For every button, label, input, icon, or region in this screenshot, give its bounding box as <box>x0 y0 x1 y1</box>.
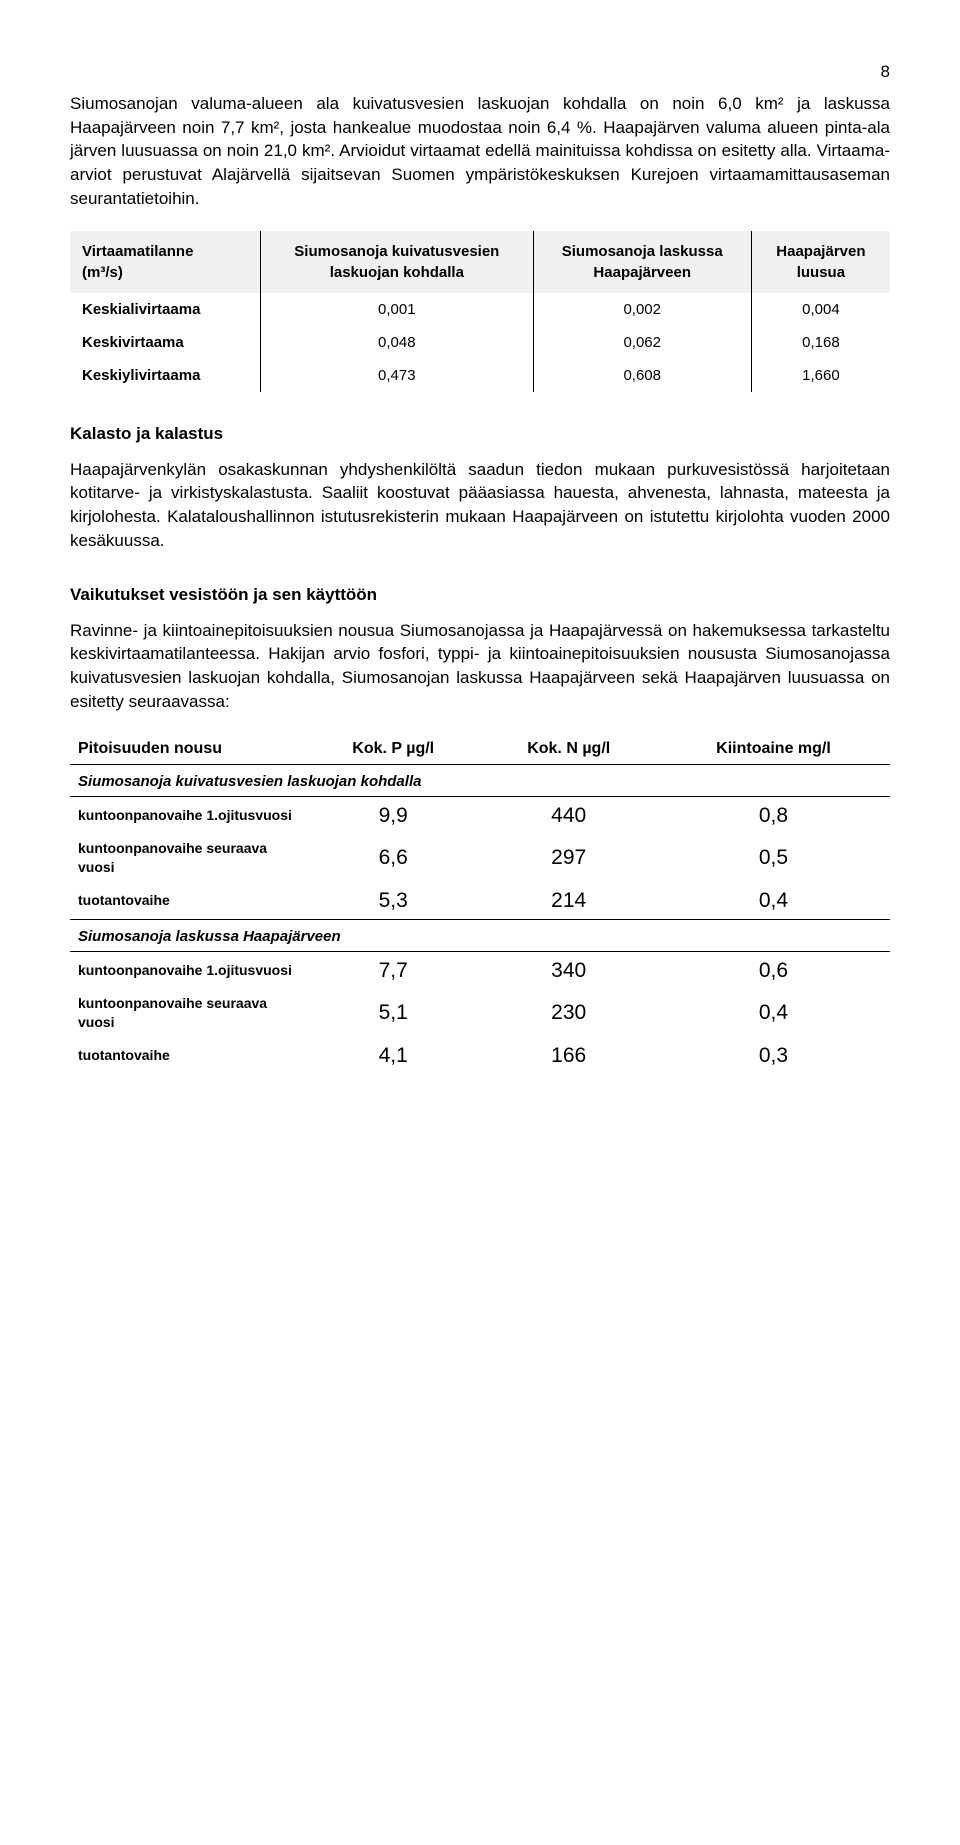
conc-section-2: Siumosanoja laskussa Haapajärveen <box>70 920 890 952</box>
conc-cell: 166 <box>480 1037 657 1074</box>
table-section-row: Siumosanoja laskussa Haapajärveen <box>70 920 890 952</box>
conc-cell: 0,4 <box>657 882 890 920</box>
flow-row-label: Keskivirtaama <box>70 326 261 359</box>
conc-cell: 7,7 <box>306 952 480 990</box>
flow-cell: 0,002 <box>533 293 751 326</box>
conc-cell: 0,5 <box>657 835 890 882</box>
table-row: kuntoonpanovaihe seuraava vuosi 5,1 230 … <box>70 990 890 1037</box>
heading-kalasto: Kalasto ja kalastus <box>70 422 890 446</box>
conc-cell: 440 <box>480 797 657 835</box>
conc-cell: 6,6 <box>306 835 480 882</box>
flow-header-state: Virtaamatilanne <box>82 241 252 262</box>
paragraph-kalasto: Haapajärvenkylän osakaskunnan yhdyshenki… <box>70 458 890 553</box>
flow-row-label: Keskialivirtaama <box>70 293 261 326</box>
conc-cell: 0,8 <box>657 797 890 835</box>
conc-row-label: kuntoonpanovaihe 1.ojitusvuosi <box>70 797 306 835</box>
flow-cell: 1,660 <box>751 359 890 392</box>
conc-row-label: tuotantovaihe <box>70 1037 306 1074</box>
conc-row-label: kuntoonpanovaihe 1.ojitusvuosi <box>70 952 306 990</box>
flow-table: Virtaamatilanne (m³/s) Siumosanoja kuiva… <box>70 231 890 392</box>
conc-cell: 340 <box>480 952 657 990</box>
table-row: kuntoonpanovaihe 1.ojitusvuosi 9,9 440 0… <box>70 797 890 835</box>
conc-cell: 0,3 <box>657 1037 890 1074</box>
conc-cell: 297 <box>480 835 657 882</box>
paragraph-vaikutukset: Ravinne- ja kiintoainepitoisuuksien nous… <box>70 619 890 714</box>
table-row: Keskivirtaama 0,048 0,062 0,168 <box>70 326 890 359</box>
conc-header-3: Kiintoaine mg/l <box>657 734 890 765</box>
conc-row-label: tuotantovaihe <box>70 882 306 920</box>
table-row: tuotantovaihe 4,1 166 0,3 <box>70 1037 890 1074</box>
flow-cell: 0,001 <box>261 293 534 326</box>
flow-cell: 0,048 <box>261 326 534 359</box>
table-section-row: Siumosanoja kuivatusvesien laskuojan koh… <box>70 765 890 797</box>
conc-row-label: kuntoonpanovaihe seuraava vuosi <box>70 990 306 1037</box>
table-row: Keskiylivirtaama 0,473 0,608 1,660 <box>70 359 890 392</box>
flow-header-c1: Siumosanoja kuivatusvesien laskuojan koh… <box>261 231 534 293</box>
conc-cell: 0,6 <box>657 952 890 990</box>
flow-header-c2: Siumosanoja laskussa Haapajärveen <box>533 231 751 293</box>
flow-cell: 0,168 <box>751 326 890 359</box>
table-row: Keskialivirtaama 0,001 0,002 0,004 <box>70 293 890 326</box>
conc-cell: 9,9 <box>306 797 480 835</box>
page-number: 8 <box>70 60 890 84</box>
conc-header-0: Pitoisuuden nousu <box>70 734 306 765</box>
flow-cell: 0,062 <box>533 326 751 359</box>
conc-cell: 0,4 <box>657 990 890 1037</box>
flow-cell: 0,608 <box>533 359 751 392</box>
conc-header-2: Kok. N µg/l <box>480 734 657 765</box>
flow-cell: 0,473 <box>261 359 534 392</box>
table-row: kuntoonpanovaihe 1.ojitusvuosi 7,7 340 0… <box>70 952 890 990</box>
conc-cell: 230 <box>480 990 657 1037</box>
concentration-table: Pitoisuuden nousu Kok. P µg/l Kok. N µg/… <box>70 734 890 1074</box>
conc-row-label: kuntoonpanovaihe seuraava vuosi <box>70 835 306 882</box>
conc-cell: 5,3 <box>306 882 480 920</box>
paragraph-intro: Siumosanojan valuma-alueen ala kuivatusv… <box>70 92 890 211</box>
flow-header-c3: Haapajärven luusua <box>751 231 890 293</box>
flow-header-unit: (m³/s) <box>82 262 252 283</box>
flow-row-label: Keskiylivirtaama <box>70 359 261 392</box>
conc-section-1: Siumosanoja kuivatusvesien laskuojan koh… <box>70 765 890 797</box>
table-row: tuotantovaihe 5,3 214 0,4 <box>70 882 890 920</box>
conc-header-1: Kok. P µg/l <box>306 734 480 765</box>
flow-cell: 0,004 <box>751 293 890 326</box>
conc-cell: 4,1 <box>306 1037 480 1074</box>
conc-cell: 5,1 <box>306 990 480 1037</box>
conc-cell: 214 <box>480 882 657 920</box>
table-row: kuntoonpanovaihe seuraava vuosi 6,6 297 … <box>70 835 890 882</box>
heading-vaikutukset: Vaikutukset vesistöön ja sen käyttöön <box>70 583 890 607</box>
